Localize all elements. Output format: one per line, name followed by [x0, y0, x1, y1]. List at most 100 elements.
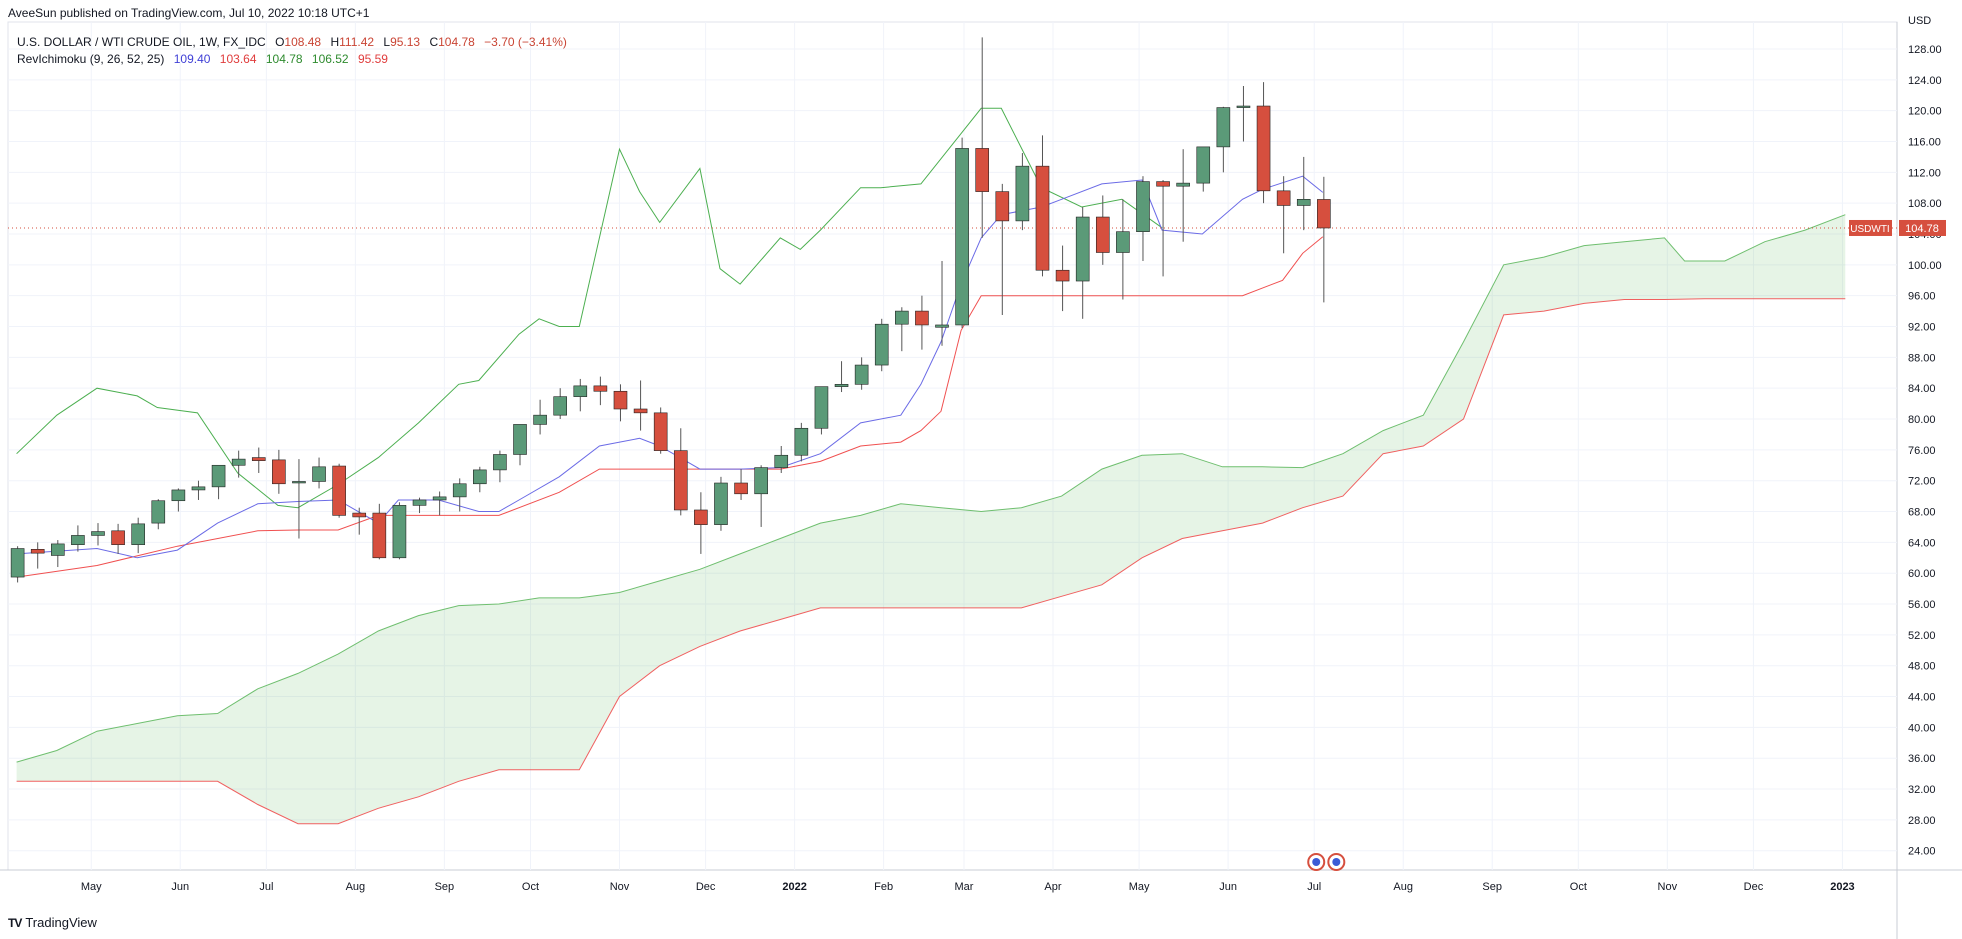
candle-body[interactable]: [171, 489, 186, 502]
candle-body[interactable]: [111, 530, 125, 545]
conversion-value: 109.40: [173, 52, 211, 66]
open-value: 108.48: [284, 35, 322, 49]
candle-body[interactable]: [30, 549, 45, 554]
candle-body[interactable]: [312, 466, 326, 482]
candle-body[interactable]: [975, 148, 990, 192]
brand-name: TradingView: [25, 915, 97, 930]
footer-brand[interactable]: TV TradingView: [8, 915, 97, 930]
y-tick-label: 60.00: [1908, 568, 1936, 580]
candle-body[interactable]: [372, 512, 387, 559]
candle-body[interactable]: [1075, 216, 1090, 282]
candle-body[interactable]: [1196, 146, 1211, 184]
candle-body[interactable]: [71, 535, 85, 545]
publish-line: AveeSun published on TradingView.com, Ju…: [8, 6, 370, 20]
candle-body[interactable]: [533, 414, 547, 425]
candle-body[interactable]: [1317, 199, 1331, 229]
candle-body[interactable]: [51, 543, 65, 556]
candle-body[interactable]: [955, 148, 969, 326]
y-tick-label: 84.00: [1908, 383, 1936, 395]
y-tick-label: 36.00: [1908, 753, 1936, 765]
candle-body[interactable]: [231, 458, 246, 466]
indicator-legend: RevIchimoku (9, 26, 52, 25) 109.40 103.6…: [17, 52, 394, 66]
candle-body[interactable]: [694, 509, 708, 525]
candle-body[interactable]: [332, 465, 346, 516]
candle-body[interactable]: [10, 548, 25, 578]
candle-body[interactable]: [633, 408, 648, 414]
candle-body[interactable]: [854, 364, 869, 385]
candle-body[interactable]: [1276, 190, 1291, 206]
y-tick-label: 88.00: [1908, 352, 1936, 364]
candle-body[interactable]: [1015, 165, 1030, 222]
high-value: 111.42: [339, 35, 375, 49]
base-value: 103.64: [219, 52, 257, 66]
candle-body[interactable]: [1236, 105, 1251, 108]
candle-body[interactable]: [513, 424, 527, 455]
candle-body[interactable]: [895, 310, 909, 325]
candle-body[interactable]: [352, 512, 367, 518]
candle-body[interactable]: [573, 385, 588, 397]
y-tick-label: 48.00: [1908, 661, 1936, 673]
event-flag-dot: [1312, 858, 1321, 866]
candle-body[interactable]: [613, 390, 628, 410]
close-value: 104.78: [438, 35, 475, 49]
candle-body[interactable]: [915, 310, 929, 326]
x-tick-label: 2023: [1830, 881, 1854, 893]
candle-body[interactable]: [191, 486, 206, 491]
candle-body[interactable]: [1116, 231, 1130, 253]
y-tick-label: 24.00: [1908, 846, 1936, 858]
candle-body[interactable]: [131, 523, 145, 545]
candle-body[interactable]: [1296, 199, 1311, 206]
candle-body[interactable]: [412, 499, 427, 506]
candle-body[interactable]: [151, 500, 166, 524]
candle-body[interactable]: [1035, 165, 1050, 271]
price-legend: U.S. DOLLAR / WTI CRUDE OIL, 1W, FX_IDC …: [17, 35, 573, 49]
y-tick-label: 112.00: [1908, 167, 1941, 179]
candle-body[interactable]: [432, 496, 447, 501]
candle-body[interactable]: [1136, 181, 1150, 232]
candle-body[interactable]: [874, 323, 889, 366]
candle-body[interactable]: [653, 412, 668, 451]
candle-body[interactable]: [452, 483, 467, 498]
x-tick-label: May: [81, 881, 102, 893]
candle-body[interactable]: [1176, 182, 1190, 187]
candle-body[interactable]: [814, 386, 829, 429]
x-tick-label: Sep: [435, 881, 455, 893]
candle-body[interactable]: [673, 450, 688, 511]
x-tick-label: Dec: [1744, 881, 1764, 893]
candle-body[interactable]: [553, 396, 567, 416]
candle-body[interactable]: [251, 457, 266, 461]
candle-body[interactable]: [91, 531, 105, 536]
symbol-tag-text: USDWTI: [1850, 224, 1889, 235]
candle-body[interactable]: [211, 464, 226, 488]
y-tick-label: 76.00: [1908, 445, 1936, 457]
candle-body[interactable]: [292, 481, 306, 484]
candle-body[interactable]: [1095, 216, 1110, 253]
close-label: C: [429, 35, 439, 49]
candle-body[interactable]: [935, 324, 949, 328]
x-tick-label: Mar: [955, 881, 974, 893]
candle-body[interactable]: [794, 427, 809, 456]
current-price-text: 104.78: [1905, 223, 1939, 235]
candle-body[interactable]: [714, 482, 728, 525]
candle-body[interactable]: [392, 505, 407, 559]
candle-body[interactable]: [593, 385, 608, 392]
candle-body[interactable]: [473, 469, 487, 485]
candle-body[interactable]: [1055, 269, 1070, 282]
candle-body[interactable]: [272, 459, 286, 485]
candle-body[interactable]: [734, 482, 748, 495]
candle-body[interactable]: [774, 454, 789, 468]
candle-body[interactable]: [834, 384, 849, 387]
y-tick-label: 80.00: [1908, 414, 1936, 426]
x-tick-label: Aug: [1393, 881, 1413, 893]
x-tick-label: Jun: [171, 881, 189, 893]
candle-body[interactable]: [1156, 181, 1170, 187]
candle-body[interactable]: [754, 467, 768, 495]
candle-body[interactable]: [1256, 105, 1271, 192]
indicator-title: RevIchimoku (9, 26, 52, 25): [17, 52, 165, 66]
x-tick-label: Oct: [522, 881, 539, 893]
candle-body[interactable]: [1216, 107, 1231, 148]
candle-body[interactable]: [995, 191, 1010, 222]
low-value: 95.13: [390, 35, 421, 49]
candle-body[interactable]: [493, 454, 507, 471]
